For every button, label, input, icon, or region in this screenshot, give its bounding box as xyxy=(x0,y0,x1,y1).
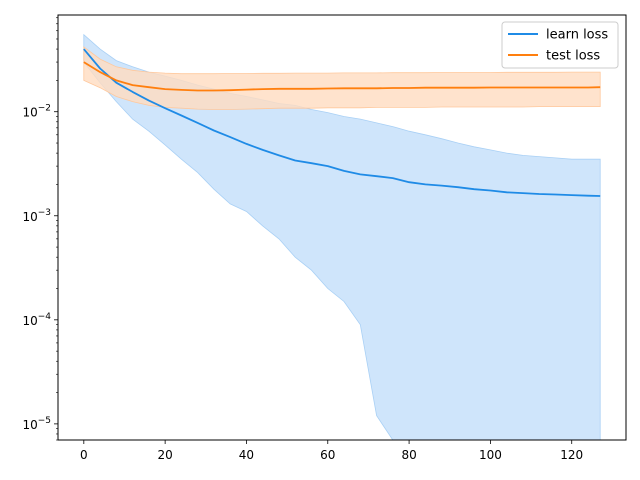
x-tick-label: 40 xyxy=(239,448,254,462)
x-axis: 0 20 40 60 80 100 120 xyxy=(80,440,583,462)
x-tick-label: 0 xyxy=(80,448,88,462)
test-loss-line xyxy=(83,61,601,92)
x-tick-label: 20 xyxy=(157,448,172,462)
test-loss-band xyxy=(83,46,601,110)
legend-label-learn-loss: learn loss xyxy=(546,28,608,43)
legend-label-test-loss: test loss xyxy=(546,49,600,64)
x-tick-label: 120 xyxy=(560,448,583,462)
series-lines xyxy=(83,48,601,197)
x-tick-label: 100 xyxy=(479,448,502,462)
legend: learn loss test loss xyxy=(501,21,619,69)
plot-frame xyxy=(57,14,627,441)
x-tick-label: 80 xyxy=(401,448,416,462)
learn-loss-line xyxy=(83,48,601,197)
x-tick-label: 60 xyxy=(320,448,335,462)
